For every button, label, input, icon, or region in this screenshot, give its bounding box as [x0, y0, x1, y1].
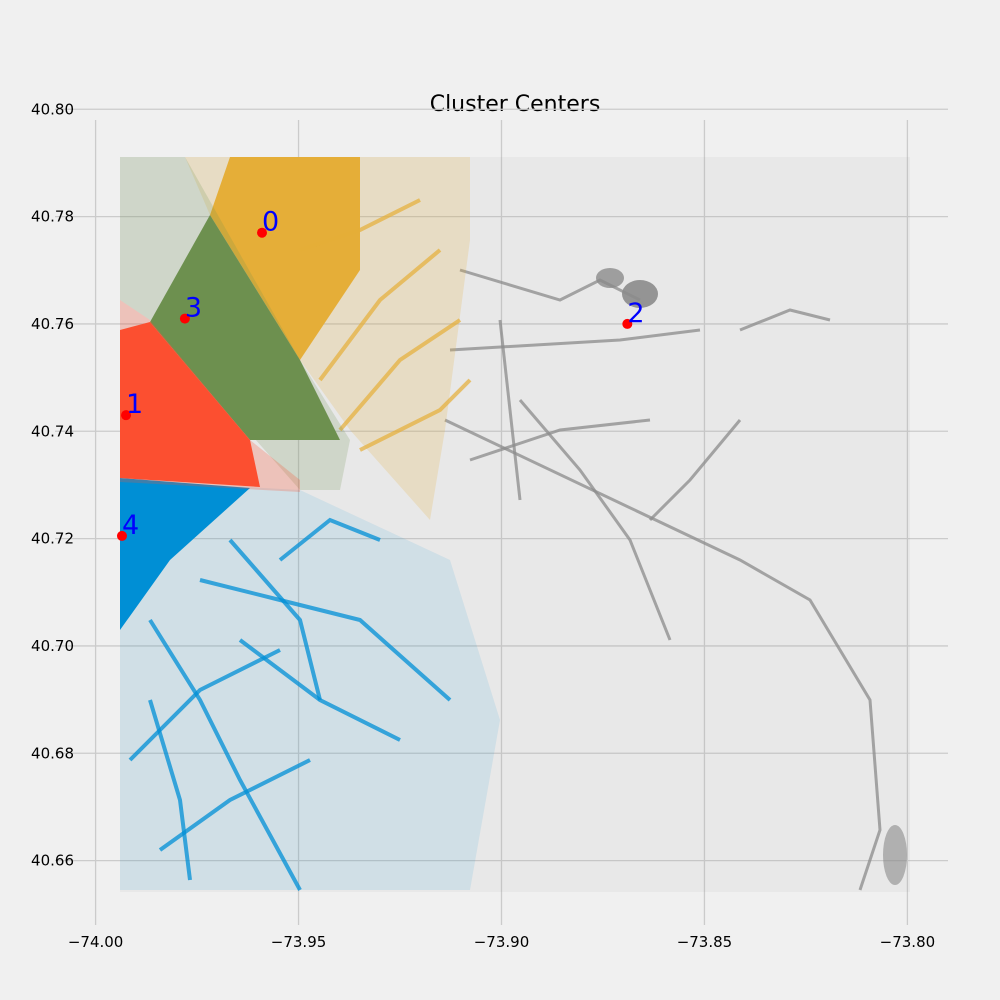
cluster-centers: 0 1 2 3 4: [116, 207, 645, 541]
cluster-2-hotspot: [622, 280, 658, 308]
cluster-0-region: [210, 157, 360, 360]
cluster-center-label: 2: [627, 298, 644, 329]
cluster-1-region: [120, 322, 260, 487]
cluster-2-street: [444, 418, 882, 891]
y-tick-label: 40.66: [31, 852, 74, 870]
cluster-2-street: [498, 319, 522, 501]
cluster-center-marker: [121, 410, 132, 421]
cluster-regions: [120, 157, 910, 892]
cluster-center-marker: [622, 318, 633, 329]
cluster-2-street: [449, 328, 701, 352]
cluster-4-region: [120, 478, 250, 630]
cluster-0-street: [318, 248, 442, 382]
y-tick-label: 40.72: [31, 530, 74, 548]
cluster-2-street: [739, 308, 831, 332]
y-tick-label: 40.76: [31, 315, 74, 333]
cluster-2-street: [459, 268, 641, 302]
cluster-2-hotspot: [596, 268, 624, 288]
chart-title: Cluster Centers: [430, 92, 601, 117]
y-tick-labels: 40.66 40.68 40.70 40.72 40.74 40.76 40.78 40.80: [31, 100, 74, 869]
cluster-center-label: 0: [262, 207, 279, 238]
cluster-4-street: [148, 699, 192, 881]
y-tick-label: 40.68: [31, 744, 74, 762]
cluster-0-street: [359, 378, 472, 452]
cluster-4-street: [148, 618, 302, 891]
cluster-2-street: [648, 419, 742, 522]
y-tick-label: 40.78: [31, 208, 74, 226]
cluster-2-hotspot: [883, 825, 907, 885]
cluster-4-street: [128, 648, 281, 762]
cluster-center-marker: [116, 530, 127, 541]
x-tick-labels: −74.00 −73.95 −73.90 −73.85 −73.80: [68, 933, 935, 951]
cluster-4-street: [228, 538, 322, 701]
x-tick-label: −73.85: [677, 933, 733, 951]
cluster-3-region: [150, 215, 340, 440]
x-tick-label: −73.95: [271, 933, 327, 951]
y-tick-label: 40.80: [31, 100, 74, 118]
cluster-0-street: [338, 318, 462, 432]
cluster-0-street: [299, 198, 421, 252]
cluster-center-marker: [179, 313, 190, 324]
cluster-center-label: 3: [185, 293, 202, 324]
x-tick-label: −73.90: [474, 933, 530, 951]
x-tick-label: −74.00: [68, 933, 124, 951]
cluster-center-marker: [257, 227, 268, 238]
y-tick-label: 40.70: [31, 637, 74, 655]
cluster-4-street: [278, 517, 381, 562]
cluster-center-label: 1: [126, 389, 143, 420]
x-tick-label: −73.80: [880, 933, 936, 951]
cluster-4-street: [199, 578, 452, 702]
cluster-center-label: 4: [122, 510, 139, 541]
cluster-2-street: [518, 399, 672, 641]
y-tick-label: 40.74: [31, 422, 74, 440]
cluster-2-street: [469, 418, 651, 462]
